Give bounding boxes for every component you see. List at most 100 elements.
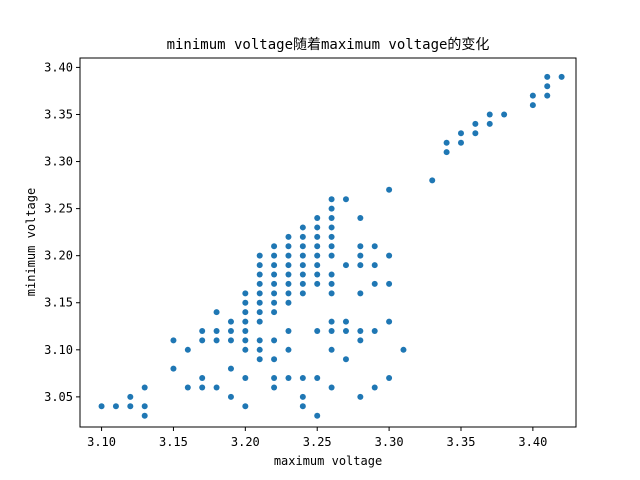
data-point: [242, 327, 249, 334]
data-point: [271, 290, 278, 297]
data-point: [285, 252, 292, 259]
data-point: [213, 384, 220, 391]
data-point: [199, 384, 206, 391]
data-point: [314, 327, 321, 334]
data-point: [170, 365, 177, 372]
scatter-points: [98, 73, 565, 419]
data-point: [386, 252, 393, 259]
data-point: [213, 327, 220, 334]
data-point: [271, 384, 278, 391]
y-axis-label: minimum voltage: [24, 188, 38, 296]
data-point: [328, 243, 335, 250]
x-tick-label: 3.35: [447, 435, 476, 449]
data-point: [242, 346, 249, 353]
data-point: [314, 252, 321, 259]
data-point: [256, 271, 263, 278]
data-point: [299, 271, 306, 278]
data-point: [328, 271, 335, 278]
data-point: [242, 318, 249, 325]
data-point: [328, 346, 335, 353]
data-point: [285, 262, 292, 269]
data-point: [342, 327, 349, 334]
data-point: [357, 243, 364, 250]
data-point: [271, 271, 278, 278]
data-point: [529, 102, 536, 109]
data-point: [213, 309, 220, 316]
data-point: [371, 262, 378, 269]
data-point: [443, 149, 450, 156]
data-point: [127, 393, 134, 400]
data-point: [299, 233, 306, 240]
data-point: [256, 280, 263, 287]
data-point: [299, 375, 306, 382]
data-point: [256, 290, 263, 297]
y-tick-label: 3.40: [44, 60, 73, 74]
x-tick-label: 3.30: [375, 435, 404, 449]
data-point: [199, 375, 206, 382]
data-point: [357, 337, 364, 344]
data-point: [271, 309, 278, 316]
y-tick-label: 3.15: [44, 296, 73, 310]
data-point: [285, 327, 292, 334]
data-point: [371, 384, 378, 391]
data-point: [299, 290, 306, 297]
data-point: [328, 205, 335, 212]
data-point: [299, 262, 306, 269]
data-point: [443, 139, 450, 146]
data-point: [342, 196, 349, 203]
data-point: [357, 290, 364, 297]
data-point: [328, 280, 335, 287]
data-point: [256, 346, 263, 353]
x-axis-label: maximum voltage: [274, 454, 382, 468]
data-point: [271, 243, 278, 250]
data-point: [256, 299, 263, 306]
data-point: [299, 403, 306, 410]
x-axis-ticks: 3.10 3.15 3.20 3.25 3.30 3.35 3.40: [87, 427, 547, 449]
data-point: [242, 309, 249, 316]
data-point: [256, 356, 263, 363]
x-tick-label: 3.40: [518, 435, 547, 449]
data-point: [457, 130, 464, 137]
data-point: [271, 262, 278, 269]
data-point: [299, 280, 306, 287]
data-point: [386, 375, 393, 382]
data-point: [314, 233, 321, 240]
data-point: [242, 403, 249, 410]
data-point: [314, 262, 321, 269]
data-point: [357, 215, 364, 222]
data-point: [386, 280, 393, 287]
data-point: [285, 233, 292, 240]
data-point: [328, 290, 335, 297]
data-point: [199, 327, 206, 334]
data-point: [314, 243, 321, 250]
data-point: [558, 73, 565, 80]
data-point: [285, 280, 292, 287]
data-point: [227, 327, 234, 334]
y-tick-label: 3.25: [44, 202, 73, 216]
data-point: [328, 327, 335, 334]
data-point: [314, 224, 321, 231]
data-point: [386, 186, 393, 193]
data-point: [227, 393, 234, 400]
data-point: [544, 92, 551, 99]
data-point: [271, 356, 278, 363]
data-point: [242, 290, 249, 297]
data-point: [227, 318, 234, 325]
data-point: [501, 111, 508, 118]
data-point: [457, 139, 464, 146]
data-point: [486, 120, 493, 127]
data-point: [285, 290, 292, 297]
data-point: [213, 337, 220, 344]
data-point: [141, 403, 148, 410]
x-tick-label: 3.10: [87, 435, 116, 449]
data-point: [299, 393, 306, 400]
data-point: [271, 337, 278, 344]
data-point: [256, 262, 263, 269]
data-point: [371, 327, 378, 334]
data-point: [285, 299, 292, 306]
chart-title: minimum voltage随着maximum voltage的变化: [167, 37, 490, 53]
data-point: [328, 318, 335, 325]
x-tick-label: 3.15: [159, 435, 188, 449]
data-point: [271, 280, 278, 287]
data-point: [285, 346, 292, 353]
